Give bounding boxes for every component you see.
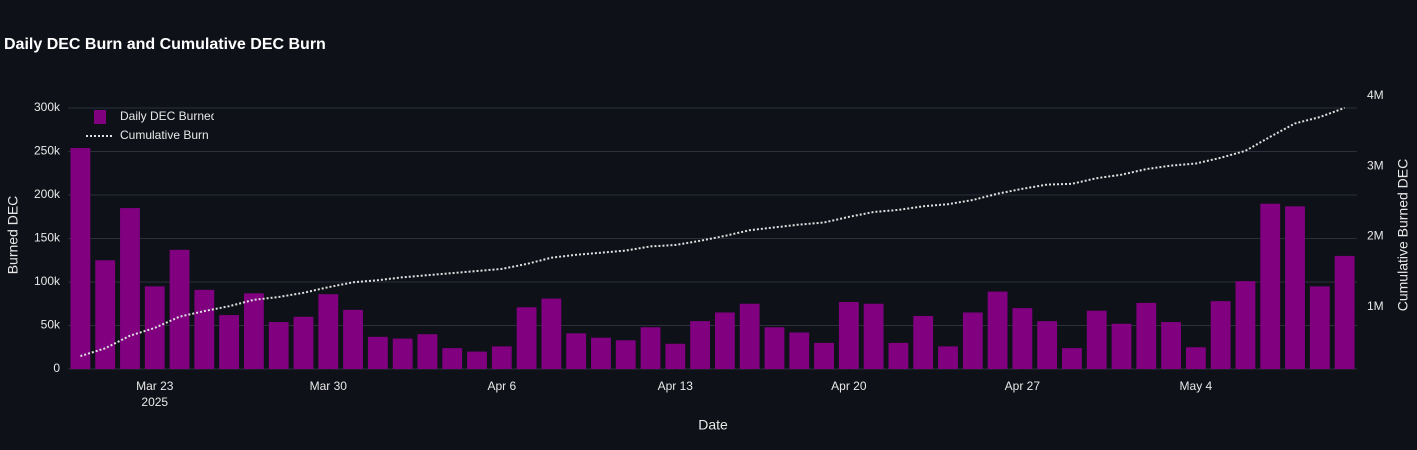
bar — [95, 260, 116, 369]
bar — [789, 332, 810, 369]
x-tick-label: May 4 — [1180, 379, 1213, 393]
bar — [888, 342, 909, 369]
bar — [938, 346, 958, 369]
bar — [1161, 322, 1182, 369]
bar — [987, 291, 1008, 369]
bar — [640, 327, 661, 369]
y-tick-label: 50k — [41, 318, 61, 332]
legend: Daily DEC Burned Cumulative Burn — [86, 109, 217, 142]
x-tick-label: Apr 13 — [658, 379, 694, 393]
legend-label: Cumulative Burn — [120, 128, 209, 142]
bar — [343, 309, 363, 369]
bar — [541, 298, 562, 369]
bar — [1334, 255, 1355, 369]
bar — [863, 303, 884, 369]
bar — [1185, 347, 1206, 369]
y2-tick-label: 1M — [1367, 299, 1384, 313]
plot-area — [70, 106, 1355, 369]
bar — [442, 348, 463, 369]
bar — [219, 315, 240, 369]
bar — [516, 307, 537, 369]
bar — [838, 302, 859, 369]
bar — [293, 316, 314, 369]
chart-title: Daily DEC Burn and Cumulative DEC Burn — [4, 36, 326, 53]
bar — [169, 249, 190, 369]
bar — [814, 342, 834, 369]
bar — [243, 293, 264, 369]
bar — [194, 289, 215, 369]
bar — [367, 336, 388, 369]
y2-tick-label: 3M — [1367, 158, 1384, 172]
y-tick-label: 0 — [53, 361, 60, 375]
x-tick-year: 2025 — [141, 395, 168, 409]
bar — [1309, 286, 1330, 369]
y2-axis-title: Cumulative Burned DEC — [1395, 159, 1411, 312]
bar — [739, 303, 760, 369]
bar — [1086, 310, 1107, 369]
bar — [392, 338, 413, 369]
bar — [1285, 206, 1305, 369]
bar — [913, 315, 934, 369]
y-tick-label: 100k — [34, 274, 61, 288]
bar — [1012, 308, 1033, 369]
y-tick-label: 200k — [34, 187, 61, 201]
y2-tick-label: 2M — [1367, 229, 1384, 243]
y-tick-label: 250k — [34, 144, 61, 158]
bar — [144, 286, 165, 369]
bar — [268, 322, 289, 369]
bar — [962, 312, 983, 369]
y2-tick-label: 4M — [1367, 88, 1384, 102]
bar — [467, 351, 487, 369]
y-tick-label: 300k — [34, 100, 61, 114]
bar — [566, 333, 587, 369]
bar — [690, 321, 711, 369]
bar — [714, 312, 735, 369]
bar — [615, 340, 636, 369]
bar — [591, 337, 611, 369]
bar — [1037, 321, 1058, 369]
bar — [417, 334, 438, 369]
axes: 0 50k 100k 150k 200k 250k 300k 1M 2M 3M 4M Mar 23 20… — [34, 88, 1384, 409]
bar — [764, 327, 785, 369]
legend-label: Daily DEC Burned — [120, 109, 217, 123]
cumulative-line — [80, 106, 1345, 358]
y-axis-title: Burned DEC — [5, 196, 21, 275]
bar — [1235, 281, 1256, 369]
x-tick-label: Apr 6 — [487, 379, 516, 393]
bar — [318, 294, 339, 369]
x-tick-label: Mar 23 — [136, 379, 174, 393]
bar — [491, 346, 512, 369]
x-tick-label: Apr 27 — [1005, 379, 1041, 393]
y-tick-label: 150k — [34, 231, 61, 245]
x-tick-label: Mar 30 — [310, 379, 348, 393]
bar — [1062, 348, 1082, 369]
bar — [1136, 302, 1157, 369]
x-tick-label: Apr 20 — [831, 379, 867, 393]
x-axis-title: Date — [698, 417, 728, 433]
bar — [1210, 301, 1231, 369]
legend-swatch — [94, 110, 106, 124]
bar — [70, 148, 91, 369]
bar — [120, 208, 140, 369]
bar — [1260, 203, 1281, 369]
bar — [665, 343, 686, 369]
bar — [1111, 323, 1132, 369]
